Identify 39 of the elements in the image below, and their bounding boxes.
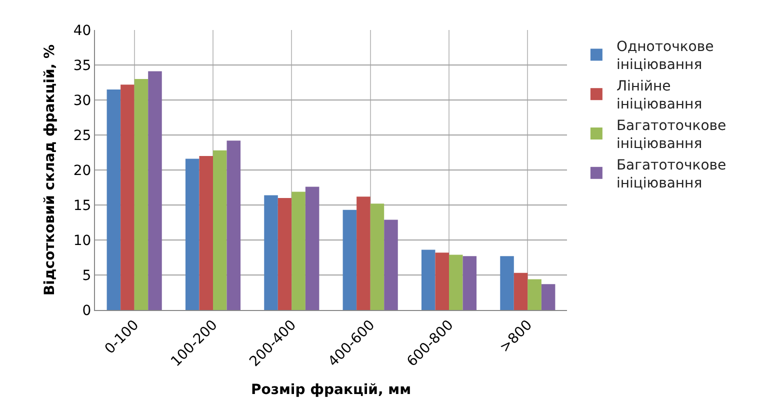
y-tick-label: 15 [73, 198, 92, 214]
bar [264, 195, 278, 310]
bar [514, 272, 528, 310]
bar [384, 220, 398, 310]
bar [213, 150, 227, 310]
bar [278, 198, 292, 310]
y-tick-label: 40 [73, 22, 92, 39]
y-tick-label: 10 [73, 232, 92, 249]
legend-label: Багатоточкове ініціювання [616, 118, 726, 152]
bar [462, 256, 477, 310]
x-axis-title: Розмір фракцій, мм [250, 382, 412, 398]
legend-label: Одноточкове ініціювання [616, 39, 714, 74]
bar [148, 71, 162, 310]
bar [226, 140, 241, 310]
bar [421, 250, 436, 310]
y-tick-label: 0 [82, 302, 92, 319]
y-tick-label: 35 [73, 58, 92, 74]
bar [435, 252, 449, 310]
y-tick-label: 20 [73, 162, 92, 179]
y-tick-label: 30 [73, 92, 92, 109]
bar [199, 156, 213, 310]
bar [528, 279, 542, 310]
bar [541, 284, 556, 310]
y-tick-label: 25 [73, 128, 92, 144]
bar [305, 186, 320, 310]
legend-label: Лінійне ініціювання [616, 78, 702, 113]
bar [134, 79, 148, 310]
bar [342, 210, 357, 310]
y-tick-label: 5 [82, 268, 92, 284]
bar [449, 254, 463, 310]
legend-label: Багатоточкове ініціювання [616, 157, 726, 192]
bar [120, 84, 134, 310]
bar [356, 196, 370, 310]
bar [185, 158, 200, 310]
bar [370, 204, 384, 310]
bar [106, 90, 121, 310]
bar [292, 192, 306, 310]
bar [500, 256, 514, 310]
y-axis-title: Відсотковий склад фракцій, % [42, 44, 58, 296]
